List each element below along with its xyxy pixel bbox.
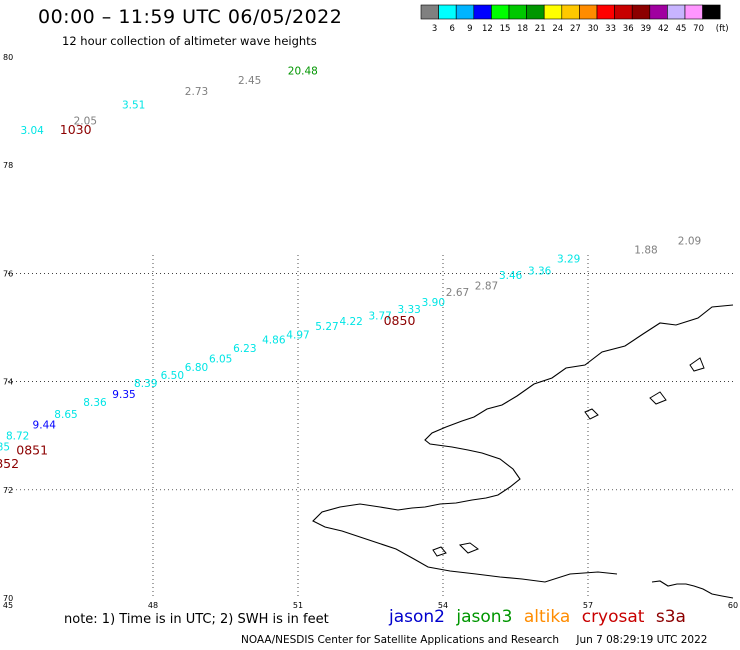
x-tick-label: 60 [728, 601, 738, 610]
satellite-s3a: s3a [655, 607, 686, 627]
legend-label: 45 [676, 24, 687, 34]
legend-label: 12 [482, 24, 493, 34]
coastline-islet [649, 391, 667, 405]
wave-height-value: 3.46 [499, 270, 523, 282]
pass-time-label: 0851 [16, 443, 48, 458]
wave-height-value: 3.33 [397, 304, 420, 316]
legend-label: 6 [449, 24, 454, 34]
coastline-north-island [312, 304, 734, 583]
wave-height-value: 9.44 [33, 420, 57, 432]
coastline [312, 304, 734, 599]
y-tick-label: 74 [3, 378, 13, 387]
x-tick-label: 51 [293, 601, 303, 610]
footer-note: note: 1) Time is in UTC; 2) SWH is in fe… [64, 612, 329, 627]
legend-label: 33 [605, 24, 616, 34]
y-tick-label: 76 [3, 269, 13, 278]
wave-height-value: 8.72 [6, 430, 29, 442]
wave-height-value: 2.45 [238, 75, 261, 87]
wave-height-value: 3.90 [422, 297, 445, 309]
legend-label: 24 [552, 24, 563, 34]
x-tick-label: 45 [3, 601, 13, 610]
wave-height-value: 6.23 [233, 343, 256, 355]
legend-label: (ft) [716, 24, 729, 34]
time-labels: 1030 0850 08510852 [0, 122, 415, 471]
wave-height-value: 1.88 [634, 244, 657, 256]
wave-height-value: 2.05 [74, 116, 97, 128]
wave-height-value: 8.39 [134, 378, 157, 390]
legend-label: 70 [693, 24, 704, 34]
legend-label: 27 [570, 24, 581, 34]
coastline-islet [689, 357, 705, 372]
wave-height-value: 4.22 [339, 316, 362, 328]
wave-height-value: 7.85 [0, 441, 10, 453]
wave-height-value: 20.48 [288, 65, 318, 77]
legend-label: 21 [535, 24, 546, 34]
wave-height-value: 2.87 [475, 281, 498, 293]
satellite-altika: altika [523, 607, 571, 627]
map-axes: 45 48 51 54 57 60 80 78 76 74 72 70 [3, 53, 738, 610]
legend-label: 42 [658, 24, 669, 34]
wave-height-value: 3.29 [557, 254, 580, 266]
wave-height-value: 2.67 [446, 287, 469, 299]
legend-label: 9 [467, 24, 472, 34]
x-tick-label: 57 [583, 601, 593, 610]
y-tick-label: 78 [3, 161, 13, 170]
satellite-jason2: jason2 [389, 607, 445, 627]
coastline-islet [584, 408, 599, 420]
chart-subtitle: 12 hour collection of altimeter wave hei… [62, 34, 317, 48]
satellite-cryosat: cryosat [581, 607, 645, 627]
x-tick-label: 48 [148, 601, 158, 610]
wave-height-labels: 3.04 2.05 3.51 2.73 2.45 20.48 2.09 1.88 3.29 3.3… [0, 65, 701, 453]
coastline-south-island [651, 580, 734, 599]
wave-height-value: 8.65 [54, 409, 77, 421]
y-tick-label: 72 [3, 486, 13, 495]
wave-height-value: 2.73 [185, 86, 208, 98]
wave-height-value: 3.51 [122, 99, 145, 111]
legend-label: 18 [517, 24, 528, 34]
y-tick-label: 70 [3, 594, 13, 603]
wave-height-value: 4.97 [286, 329, 309, 341]
credit-time: Jun 7 08:29:19 UTC 2022 [576, 634, 708, 646]
legend-label: 3 [432, 24, 437, 34]
wave-height-value: 4.86 [262, 335, 286, 347]
legend-label: 36 [623, 24, 634, 34]
satellite-jason3: jason3 [456, 607, 513, 627]
grid-lines [8, 255, 733, 598]
legend-label: 15 [500, 24, 511, 34]
coastline-islet [432, 546, 447, 557]
wave-height-value: 8.36 [83, 397, 107, 409]
coastline-islet [458, 542, 480, 554]
pass-time-label: 1030 [60, 122, 92, 137]
pass-time-label: 0850 [384, 313, 416, 328]
pass-time-label: 0852 [0, 456, 19, 471]
y-tick-label: 80 [3, 53, 13, 62]
chart-title: 00:00 – 11:59 UTC 06/05/2022 [38, 6, 343, 28]
x-tick-label: 54 [438, 601, 448, 610]
wave-height-value: 2.09 [678, 236, 701, 248]
wave-height-value: 6.80 [185, 362, 208, 374]
wave-height-value: 9.35 [112, 389, 135, 401]
credit-org: NOAA/NESDIS Center for Satellite Applica… [241, 634, 559, 646]
legend-label: 39 [640, 24, 651, 34]
wave-height-value: 3.77 [368, 310, 391, 322]
credit-line: NOAA/NESDIS Center for Satellite Applica… [241, 634, 721, 646]
wave-height-value: 6.05 [209, 354, 232, 366]
legend-label: 30 [588, 24, 599, 34]
wave-height-value: 3.04 [20, 125, 44, 137]
legend-swatch [702, 4, 721, 20]
wave-height-value: 3.36 [528, 265, 552, 277]
satellite-legend: jason2 jason3 altika cryosat s3a [389, 607, 692, 627]
wave-height-value: 6.50 [161, 370, 184, 382]
color-scale-legend: 3 6 9 12 15 18 21 24 27 30 33 36 39 42 45 70 (ft) [420, 4, 729, 34]
wave-height-value: 5.27 [315, 321, 338, 333]
